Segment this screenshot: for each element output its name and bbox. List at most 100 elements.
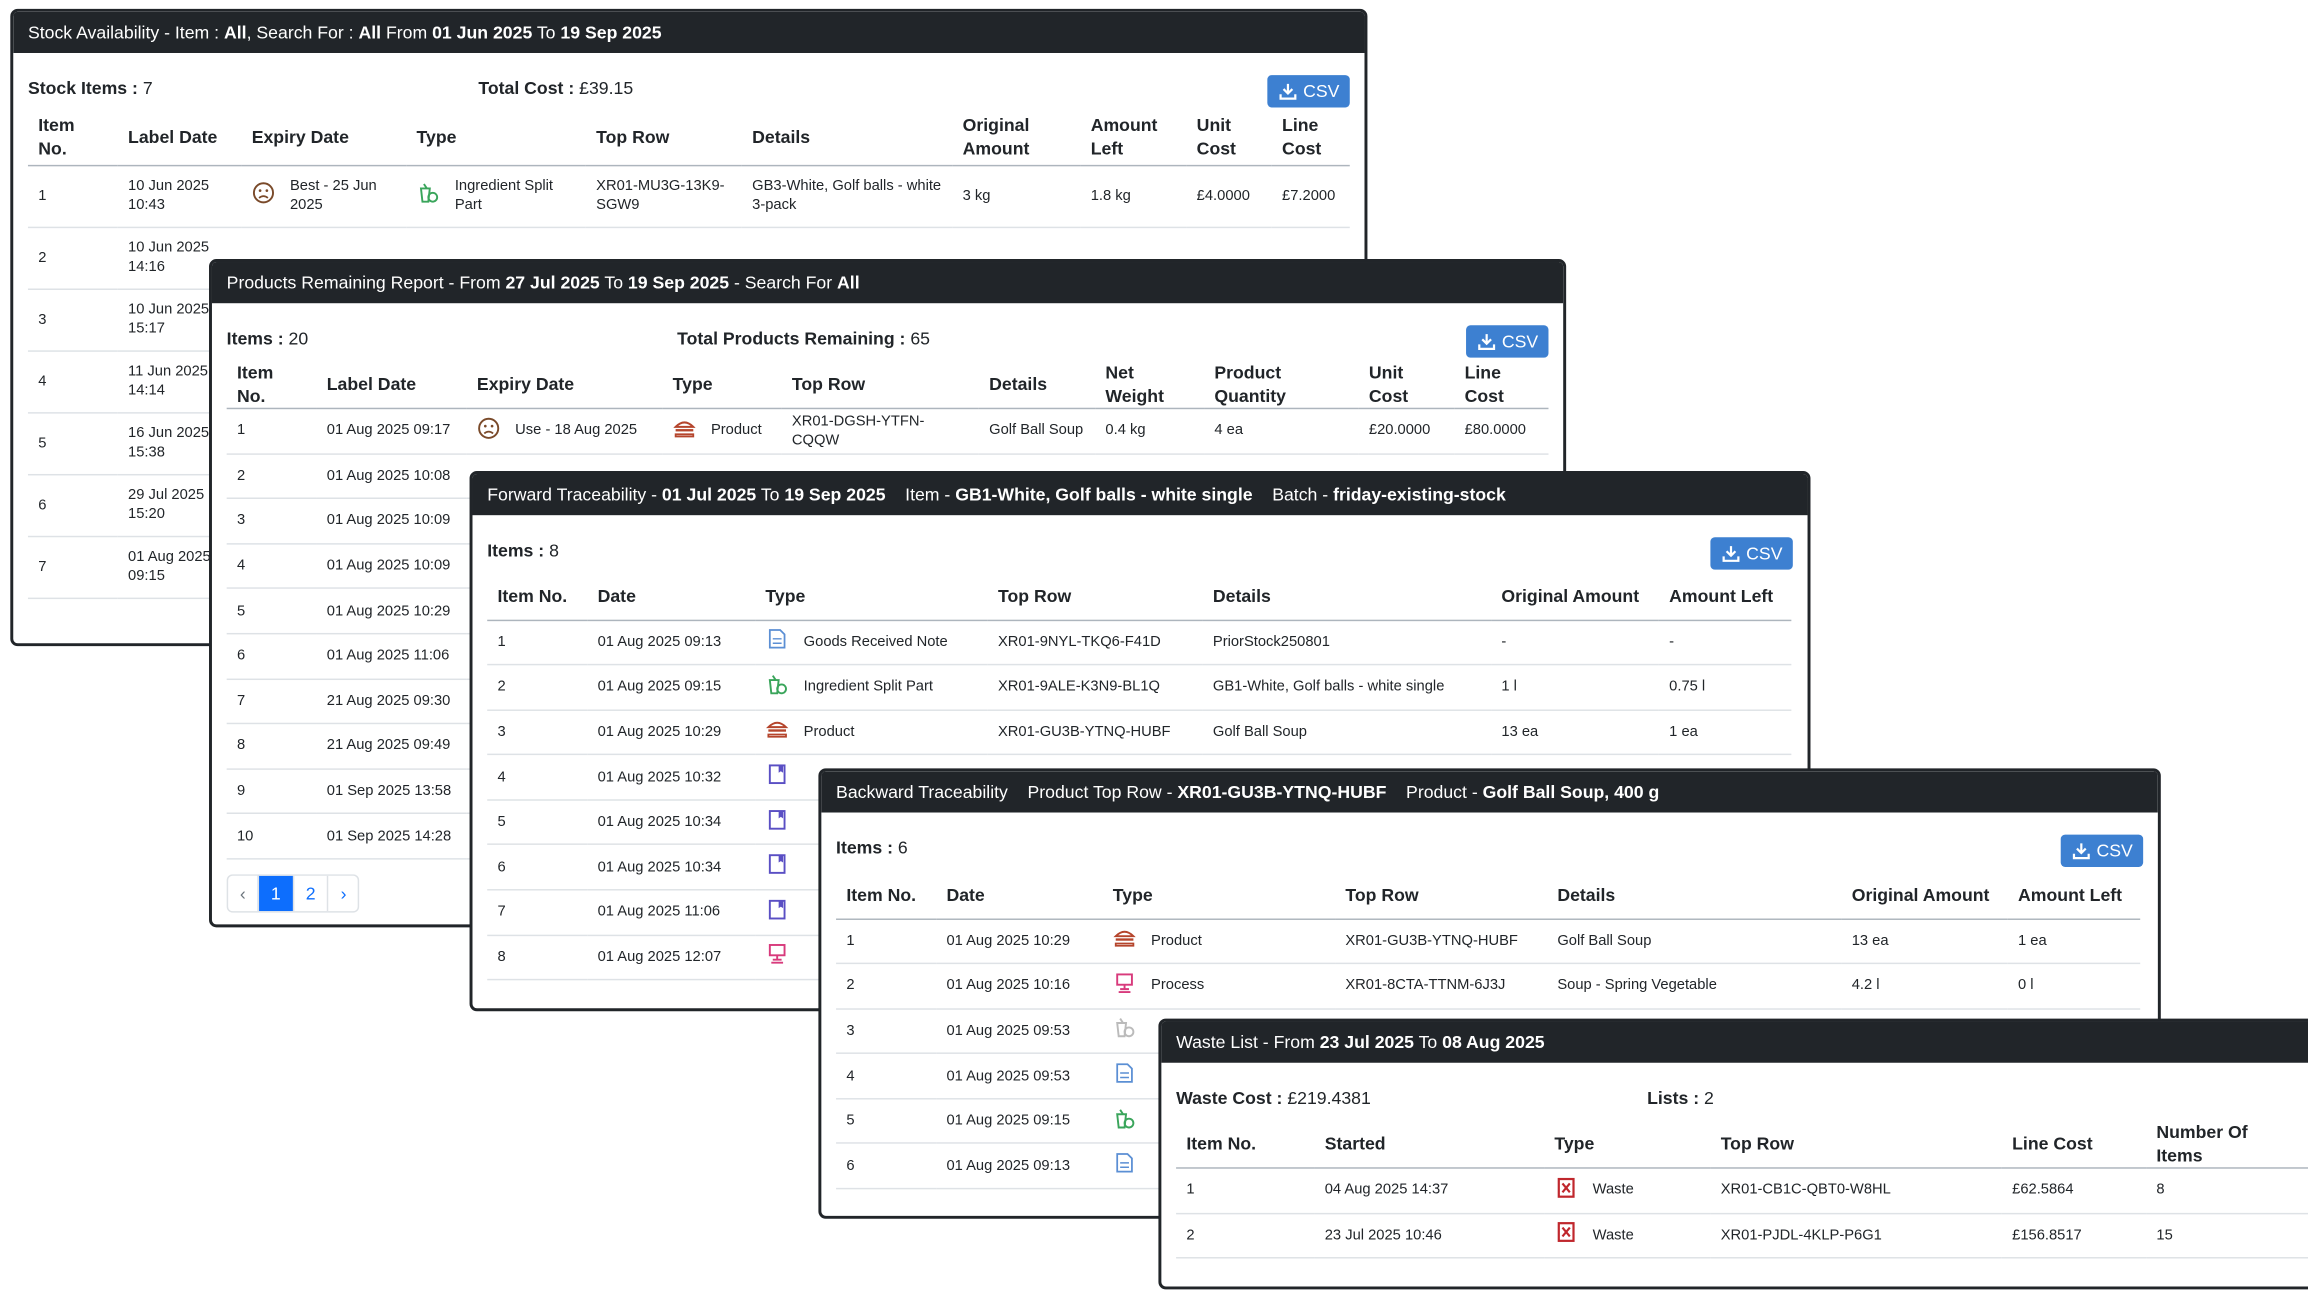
table-row: 1 01 Aug 2025 09:17 Use - 18 Aug 2025 Produ… <box>226 408 1549 455</box>
summary-item: Waste Cost : £219.4381 <box>1176 1086 1371 1110</box>
table-cell: 01 Aug 2025 10:34 <box>587 799 756 846</box>
page-link[interactable]: 2 <box>292 875 327 912</box>
table-cell: 01 Aug 2025 11:06 <box>316 633 467 680</box>
table-cell: 1 l <box>1491 664 1659 711</box>
table-cell: 5 <box>27 412 118 475</box>
summary-item: Lists : 2 <box>1647 1086 1714 1110</box>
table-row: 1 01 Aug 2025 10:29 Product XR01-GU3B-YTNQ-… <box>836 918 2141 965</box>
header-text: Products Remaining Report - From <box>226 272 506 293</box>
table-cell: - <box>1491 619 1659 666</box>
table-cell: 7 <box>27 535 118 599</box>
table-cell: 5 <box>836 1098 937 1145</box>
header-text: Waste List - From <box>1176 1031 1320 1053</box>
column-header: Line Cost <box>1454 360 1549 410</box>
summary-item: Total Cost : £39.15 <box>478 77 633 101</box>
table-cell: 01 Aug 2025 10:08 <box>316 453 467 500</box>
table-cell: Golf Ball Soup <box>978 408 1096 455</box>
table-cell: £62.5864 <box>2001 1167 2147 1214</box>
header-text: XR01-GU3B-YTNQ-HUBF <box>1177 781 1387 803</box>
report-card: Waste List - From 23 Jul 2025 To 08 Aug … <box>1158 1018 2308 1290</box>
icon <box>1554 1176 1578 1205</box>
summary-item: Stock Items : 7 <box>28 77 153 101</box>
table-cell: 4 ea <box>1204 408 1359 455</box>
icon-cell: Waste <box>1544 1167 1711 1214</box>
summary-label: Items : <box>487 540 545 561</box>
table-cell: 8 <box>2146 1167 2308 1214</box>
table-cell: 4 <box>487 754 588 801</box>
type-icon <box>768 944 786 965</box>
page-link[interactable]: ‹ <box>239 883 246 904</box>
csv-button[interactable]: CSV <box>1466 325 1549 358</box>
icon <box>1113 971 1137 1000</box>
table-cell: 5 <box>226 588 317 635</box>
column-header: Item No. <box>1176 1120 1315 1169</box>
header-text: Forward Traceability - <box>487 484 662 505</box>
pagination: ‹ 1 2 › <box>226 874 360 913</box>
header-text: To <box>532 22 561 43</box>
column-header: Expiry Date <box>241 108 407 166</box>
table-row: 2 01 Aug 2025 10:16 Process XR01-8CTA-TTNM-… <box>836 963 2141 1010</box>
type-icon <box>768 764 786 785</box>
table-cell: 01 Aug 2025 09:53 <box>936 1008 1103 1055</box>
column-header: Started <box>1314 1120 1545 1169</box>
icon <box>477 416 501 445</box>
table-cell: 6 <box>487 844 588 891</box>
header-row: Item No. Date Type Top Row Details Original A… <box>487 572 1792 621</box>
header-text: From <box>381 22 433 43</box>
table-cell: 21 Aug 2025 09:30 <box>316 678 467 725</box>
type-icon <box>478 417 500 439</box>
table-cell: XR01-GU3B-YTNQ-HUBF <box>1335 918 1548 965</box>
table-cell: 13 ea <box>1841 918 2008 965</box>
csv-button[interactable]: CSV <box>1710 537 1793 570</box>
table-cell: XR01-CB1C-QBT0-W8HL <box>1710 1167 2002 1214</box>
summary-label: Total Cost : <box>478 78 575 99</box>
summary-item: Items : 8 <box>487 539 559 563</box>
type-icon <box>673 421 696 438</box>
column-header: Item No. <box>487 572 588 621</box>
icon <box>673 416 697 445</box>
table-cell: XR01-GU3B-YTNQ-HUBF <box>987 709 1203 756</box>
csv-button[interactable]: CSV <box>2060 834 2144 867</box>
table-cell: 2 <box>27 226 118 290</box>
header-text: friday-existing-stock <box>1333 484 1506 505</box>
table-cell: 2 <box>487 664 588 711</box>
table-cell: 0 l <box>2007 963 2141 1010</box>
summary-item: Items : 6 <box>836 836 908 860</box>
csv-button[interactable]: CSV <box>1267 75 1350 108</box>
page-link[interactable]: › <box>327 875 358 912</box>
icon <box>765 853 789 882</box>
icon-cell: Ingredient Split Part <box>406 164 586 228</box>
column-header: Type <box>755 572 988 621</box>
column-header: Top Row <box>585 108 742 166</box>
table-cell: 1 ea <box>1658 709 1792 756</box>
type-icon <box>1113 931 1136 948</box>
download-icon <box>2072 843 2090 860</box>
table-cell: 01 Aug 2025 10:09 <box>316 498 467 545</box>
table-cell: 3 <box>836 1008 937 1055</box>
download-icon <box>1478 334 1496 350</box>
summary-value: 7 <box>142 78 153 99</box>
column-header: Top Row <box>987 572 1203 621</box>
summary-value: £219.4381 <box>1287 1087 1371 1109</box>
summary-value: £39.15 <box>579 78 634 99</box>
table-row: 1 01 Aug 2025 09:13 Goods Received Note XR0… <box>487 619 1792 666</box>
csv-label: CSV <box>2096 840 2133 862</box>
page-link[interactable]: 1 <box>257 875 293 912</box>
type-icon <box>1116 1018 1135 1038</box>
table-cell: 2 <box>226 453 317 500</box>
type-icon <box>1116 973 1133 993</box>
table-cell: GB1-White, Golf balls - white single <box>1202 664 1492 711</box>
summary-label: Total Products Remaining : <box>677 328 906 349</box>
card-header: Waste List - From 23 Jul 2025 To 08 Aug … <box>1161 1021 2308 1063</box>
icon-cell: Use - 18 Aug 2025 <box>466 408 663 455</box>
column-header: Original Amount <box>952 108 1081 166</box>
icon-cell: Waste <box>1544 1213 1711 1259</box>
table-cell: 2 <box>836 963 937 1010</box>
table-cell: XR01-PJDL-4KLP-P6G1 <box>1710 1213 2002 1259</box>
table-cell: 1 <box>1176 1167 1315 1214</box>
table-cell: £7.2000 <box>1271 164 1350 228</box>
cell-text: Waste <box>1592 1182 1634 1199</box>
csv-label: CSV <box>1746 543 1783 564</box>
card-header: Products Remaining Report - From 27 Jul … <box>211 262 1564 304</box>
